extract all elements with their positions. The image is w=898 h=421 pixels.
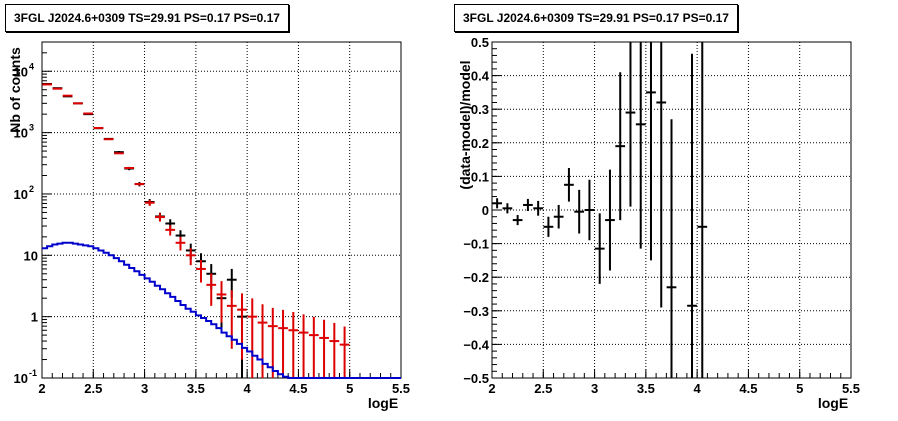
right-data-point	[635, 42, 646, 249]
left-plot-title: 3FGL J2024.6+0309 TS=29.91 PS=0.17 PS=0.…	[5, 4, 289, 32]
left-data-point	[196, 259, 206, 283]
right-data-point	[615, 72, 626, 221]
right-x-axis-title: logE	[818, 395, 848, 411]
left-x-tick-label: 2.5	[84, 381, 102, 396]
left-x-tick-label: 5.5	[392, 381, 410, 396]
left-data-point	[103, 138, 114, 141]
right-x-tick-label: 5	[796, 381, 803, 396]
left-y-tick-exponent: -1	[29, 368, 37, 378]
right-data-point	[584, 179, 595, 241]
left-model-histogram	[42, 241, 401, 379]
right-x-tick-label: 4	[694, 381, 702, 396]
left-y-tick-label: 10	[24, 248, 38, 263]
right-data-point	[502, 203, 513, 214]
left-data-point	[278, 309, 288, 378]
right-y-tick-label: 0.2	[471, 136, 489, 151]
right-y-tick-label: 0.3	[471, 102, 489, 117]
right-data-point	[553, 204, 564, 229]
right-data-point	[625, 42, 636, 207]
left-data-point	[206, 273, 217, 306]
left-y-tick-label: 10	[14, 126, 28, 141]
right-y-tick-label: −0.4	[463, 337, 489, 352]
right-y-tick-label: 0	[482, 203, 489, 218]
left-y-tick-label: 10	[14, 187, 28, 202]
right-y-tick-label: −0.1	[463, 237, 489, 252]
right-data-point	[666, 119, 677, 378]
right-data-point	[492, 198, 503, 209]
right-data-point	[523, 198, 533, 212]
right-data-point	[687, 53, 697, 378]
right-x-tick-label: 2.5	[534, 381, 552, 396]
right-y-tick-label: 0.4	[471, 69, 490, 84]
right-x-tick-label: 3.5	[637, 381, 655, 396]
right-x-tick-label: 3	[591, 381, 598, 396]
right-data-point	[543, 216, 554, 237]
right-data-point	[646, 42, 656, 261]
left-data-point	[298, 314, 309, 378]
right-data-point	[533, 200, 544, 216]
right-x-tick-label: 2	[488, 381, 495, 396]
left-data-point	[288, 312, 299, 378]
right-y-tick-label: 0.5	[471, 35, 489, 50]
left-data-point	[339, 326, 350, 378]
left-data-point	[257, 304, 268, 378]
left-data-point	[237, 293, 247, 360]
left-x-tick-label: 5	[346, 381, 353, 396]
left-y-tick-exponent: 4	[29, 61, 34, 71]
left-series-2	[42, 241, 401, 379]
left-data-point	[134, 182, 145, 186]
right-data-point	[656, 42, 667, 308]
left-x-tick-label: 3.5	[187, 381, 205, 396]
right-y-tick-label: −0.3	[463, 304, 489, 319]
left-x-tick-label: 3	[141, 381, 148, 396]
left-x-tick-label: 4	[244, 381, 252, 396]
left-data-point	[124, 166, 135, 170]
left-y-tick-label: 1	[31, 310, 38, 325]
right-plot-title: 3FGL J2024.6+0309 TS=29.91 PS=0.17 PS=0.…	[454, 4, 738, 32]
left-x-axis-title: logE	[368, 395, 398, 411]
right-y-axis-title: (data-model)/model	[457, 60, 473, 189]
left-y-tick-exponent: 2	[29, 184, 34, 194]
left-y-axis-title: Nb of counts	[7, 47, 23, 133]
right-y-tick-label: 0.1	[471, 169, 489, 184]
left-data-point	[319, 319, 329, 378]
right-x-tick-label: 5.5	[842, 381, 860, 396]
left-data-point	[165, 225, 176, 236]
right-data-point	[574, 189, 585, 234]
right-data-point	[594, 213, 605, 284]
right-y-tick-label: −0.5	[463, 371, 489, 386]
right-series-0	[492, 42, 708, 378]
left-data-point	[185, 248, 196, 266]
left-data-point	[247, 298, 258, 378]
right-x-tick-label: 4.5	[739, 381, 757, 396]
left-x-tick-label: 4.5	[289, 381, 307, 396]
right-data-point	[697, 42, 708, 378]
right-y-tick-label: −0.2	[463, 270, 489, 285]
right-data-point	[605, 169, 615, 271]
left-plot-frame	[41, 41, 402, 379]
left-data-point	[329, 322, 340, 378]
left-data-point	[308, 316, 319, 378]
right-data-point	[564, 168, 574, 202]
left-x-tick-label: 2	[38, 381, 45, 396]
left-y-tick-exponent: 3	[29, 123, 34, 133]
left-data-point	[144, 199, 155, 206]
left-data-point	[216, 281, 227, 323]
left-y-tick-label: 10	[14, 371, 28, 386]
left-data-point	[114, 152, 124, 155]
left-data-point	[175, 236, 186, 251]
right-data-point	[512, 215, 523, 226]
left-y-tick-label: 10	[14, 64, 28, 79]
left-data-point	[155, 213, 165, 222]
